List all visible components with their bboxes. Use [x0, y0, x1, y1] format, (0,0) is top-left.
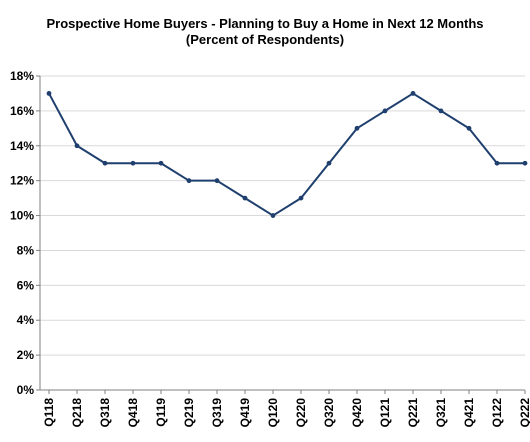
- x-tick-label: Q220: [294, 398, 308, 428]
- x-tick-label: Q420: [350, 398, 364, 428]
- y-tick-label: 18%: [10, 69, 34, 83]
- x-tick-label: Q222: [518, 398, 530, 428]
- y-tick-label: 6%: [17, 278, 35, 292]
- chart-title-block: Prospective Home Buyers - Planning to Bu…: [20, 16, 510, 48]
- data-point: [466, 125, 472, 131]
- x-tick-label: Q318: [98, 398, 112, 428]
- data-point: [186, 178, 192, 184]
- data-point: [102, 160, 108, 166]
- y-tick-label: 2%: [17, 348, 35, 362]
- x-tick-label: Q120: [266, 398, 280, 428]
- x-tick-label: Q118: [42, 398, 56, 427]
- y-tick-label: 16%: [10, 104, 34, 118]
- x-tick-label: Q319: [210, 398, 224, 428]
- data-point: [522, 160, 528, 166]
- data-point: [130, 160, 136, 166]
- x-tick-label: Q321: [434, 398, 448, 428]
- x-tick-label: Q421: [462, 398, 476, 428]
- data-point: [158, 160, 164, 166]
- y-tick-label: 8%: [17, 243, 35, 257]
- x-tick-label: Q221: [406, 398, 420, 428]
- x-tick-label: Q418: [126, 398, 140, 428]
- y-tick-label: 10%: [10, 209, 34, 223]
- data-point: [270, 213, 276, 218]
- chart-subtitle: (Percent of Respondents): [185, 32, 345, 47]
- data-point: [438, 108, 444, 114]
- x-tick-label: Q122: [490, 398, 504, 428]
- x-tick-label: Q119: [154, 398, 168, 427]
- x-tick-label: Q320: [322, 398, 336, 428]
- series-line: [48, 92, 525, 217]
- x-tick-label: Q121: [378, 398, 392, 428]
- x-tick-label: Q419: [238, 398, 252, 428]
- chart-title: Prospective Home Buyers - Planning to Bu…: [46, 16, 484, 31]
- y-tick-label: 14%: [10, 139, 34, 153]
- data-point: [382, 108, 388, 114]
- y-tick-label: 0%: [17, 383, 35, 397]
- data-point: [74, 143, 80, 149]
- data-point: [354, 125, 360, 131]
- y-tick-label: 4%: [17, 313, 35, 327]
- data-point: [410, 91, 416, 96]
- data-point: [326, 160, 332, 166]
- x-tick-label: Q219: [182, 398, 196, 428]
- y-tick-label: 12%: [10, 174, 34, 188]
- data-point: [298, 195, 304, 201]
- data-point: [242, 195, 248, 201]
- x-tick-label: Q218: [70, 398, 84, 428]
- data-point: [214, 178, 220, 184]
- data-point: [494, 160, 500, 166]
- data-point: [46, 91, 52, 96]
